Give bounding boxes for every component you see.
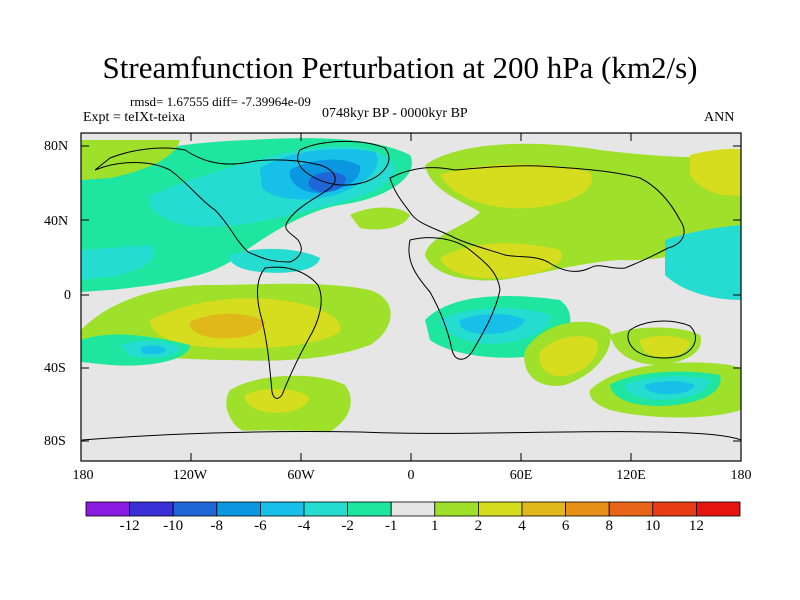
colorbar-label: -10: [163, 518, 184, 534]
contour-pos4-drake-passage: [244, 388, 310, 413]
coastline-south-america: [257, 266, 322, 399]
contour-neg2-west-pacific: [665, 225, 741, 300]
coastline-greenland: [297, 141, 390, 186]
colorbar-swatch: [85, 501, 130, 517]
coastlines: [81, 141, 741, 441]
lat-tick-80s: 80S: [44, 434, 66, 449]
lon-tick-120w: 120W: [172, 468, 208, 483]
period-label: 0748kyr BP - 0000kyr BP: [322, 106, 468, 121]
colorbar-label: 2: [474, 518, 483, 534]
lon-tick-180w: 180: [72, 468, 94, 483]
lon-tick-120e: 120E: [616, 468, 646, 483]
stats-line: rmsd= 1.67555 diff= -7.39964e-09: [130, 94, 311, 109]
map-title: Streamfunction Perturbation at 200 hPa (…: [102, 50, 698, 85]
colorbar-swatch: [652, 501, 697, 517]
contour-pos2-arctic-west: [81, 140, 180, 180]
lon-tick-180e: 180: [730, 468, 752, 483]
colorbar-label: -12: [119, 518, 140, 534]
contour-pos4-africa-north: [440, 243, 562, 279]
colorbar-swatch: [303, 501, 348, 517]
contour-pos4-indian: [539, 336, 599, 377]
colorbar-swatch: [172, 501, 218, 517]
contour-neg8-greenland: [308, 172, 346, 193]
colorbar-label: -8: [210, 518, 224, 534]
contour-pos4-siberia: [440, 164, 592, 209]
colorbar-label: 6: [561, 518, 570, 534]
experiment-label: Expt = teIXt-teixa: [83, 110, 185, 125]
lon-tick-60w: 60W: [287, 468, 315, 483]
season-label: ANN: [704, 110, 735, 125]
contour-pos2-atlantic-mid: [350, 207, 410, 230]
coastline-antarctica: [81, 430, 741, 441]
contour-neutral-antarctica: [81, 430, 741, 461]
colorbar-swatch: [347, 501, 392, 517]
coastline-africa: [408, 237, 501, 360]
colorbar-swatch: [521, 501, 566, 517]
contour-pos4-australia: [640, 336, 690, 358]
colorbar-swatch: [129, 501, 174, 517]
colorbar-label: 12: [688, 518, 704, 534]
colorbar-swatch: [477, 501, 523, 517]
lat-tick-equator: 0: [64, 288, 71, 303]
colorbar-swatch: [434, 501, 479, 517]
colorbar-label: 10: [645, 518, 661, 534]
colorbar: [85, 501, 741, 517]
contour-neg2-pacific-tropic: [81, 245, 154, 280]
contour-pos4-pacific-ne: [690, 148, 741, 196]
colorbar-swatch: [259, 501, 305, 517]
colorbar-swatch: [565, 501, 610, 517]
lat-tick-40s: 40S: [44, 361, 66, 376]
colorbar-label: 4: [518, 518, 526, 534]
colorbar-label: 8: [605, 518, 613, 534]
colorbar-swatch: [216, 501, 261, 517]
contour-neg4-south-atlantic: [459, 314, 525, 335]
colorbar-label: -2: [341, 518, 354, 534]
contour-pos6-south-pacific: [189, 313, 265, 339]
lat-tick-80n: 80N: [44, 139, 69, 154]
coastline-north-america: [94, 147, 336, 263]
coastline-australia: [627, 320, 696, 359]
colorbar-label: 1: [431, 518, 439, 534]
lat-tick-40n: 40N: [44, 214, 69, 229]
frame-ticks: [81, 133, 741, 461]
lon-tick-0: 0: [407, 468, 415, 483]
colorbar-label: -6: [254, 518, 267, 534]
lon-tick-60e: 60E: [509, 468, 533, 483]
contour-field: [81, 133, 741, 461]
colorbar-swatch: [696, 501, 741, 517]
colorbar-swatch: [608, 501, 654, 517]
coastline-eurasia: [389, 165, 685, 272]
colorbar-swatch: [390, 501, 436, 517]
colorbar-label: -4: [297, 518, 311, 534]
contour-neg4-south-pacific: [140, 345, 166, 355]
colorbar-label: -1: [384, 518, 398, 534]
contour-neg4-southern-ocean: [645, 381, 695, 395]
